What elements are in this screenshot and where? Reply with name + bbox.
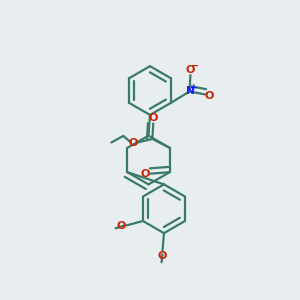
Text: O: O (116, 221, 126, 231)
Text: O: O (129, 138, 138, 148)
Text: O: O (158, 251, 167, 261)
Text: O: O (149, 113, 158, 123)
Text: −: − (191, 61, 199, 70)
Text: O: O (204, 91, 214, 100)
Text: N: N (186, 86, 194, 96)
Text: O: O (186, 65, 195, 75)
Text: +: + (190, 83, 198, 92)
Text: O: O (141, 169, 150, 179)
